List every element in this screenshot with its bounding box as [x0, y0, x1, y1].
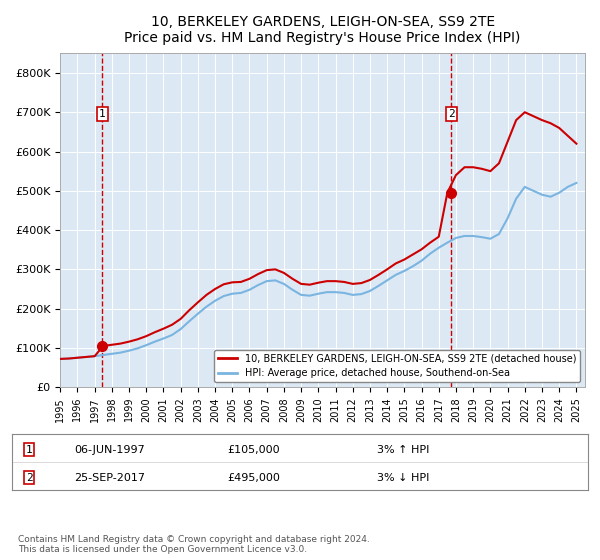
Text: 06-JUN-1997: 06-JUN-1997 [74, 445, 145, 455]
Title: 10, BERKELEY GARDENS, LEIGH-ON-SEA, SS9 2TE
Price paid vs. HM Land Registry's Ho: 10, BERKELEY GARDENS, LEIGH-ON-SEA, SS9 … [124, 15, 521, 45]
Text: Contains HM Land Registry data © Crown copyright and database right 2024.
This d: Contains HM Land Registry data © Crown c… [18, 535, 370, 554]
Text: 2: 2 [448, 109, 455, 119]
Text: 1: 1 [26, 445, 32, 455]
Legend: 10, BERKELEY GARDENS, LEIGH-ON-SEA, SS9 2TE (detached house), HPI: Average price: 10, BERKELEY GARDENS, LEIGH-ON-SEA, SS9 … [214, 349, 580, 382]
Text: 3% ↓ HPI: 3% ↓ HPI [377, 473, 430, 483]
Text: £105,000: £105,000 [227, 445, 280, 455]
Text: 25-SEP-2017: 25-SEP-2017 [74, 473, 145, 483]
Text: £495,000: £495,000 [227, 473, 280, 483]
Text: 3% ↑ HPI: 3% ↑ HPI [377, 445, 430, 455]
Text: 1: 1 [99, 109, 106, 119]
Text: 2: 2 [26, 473, 32, 483]
